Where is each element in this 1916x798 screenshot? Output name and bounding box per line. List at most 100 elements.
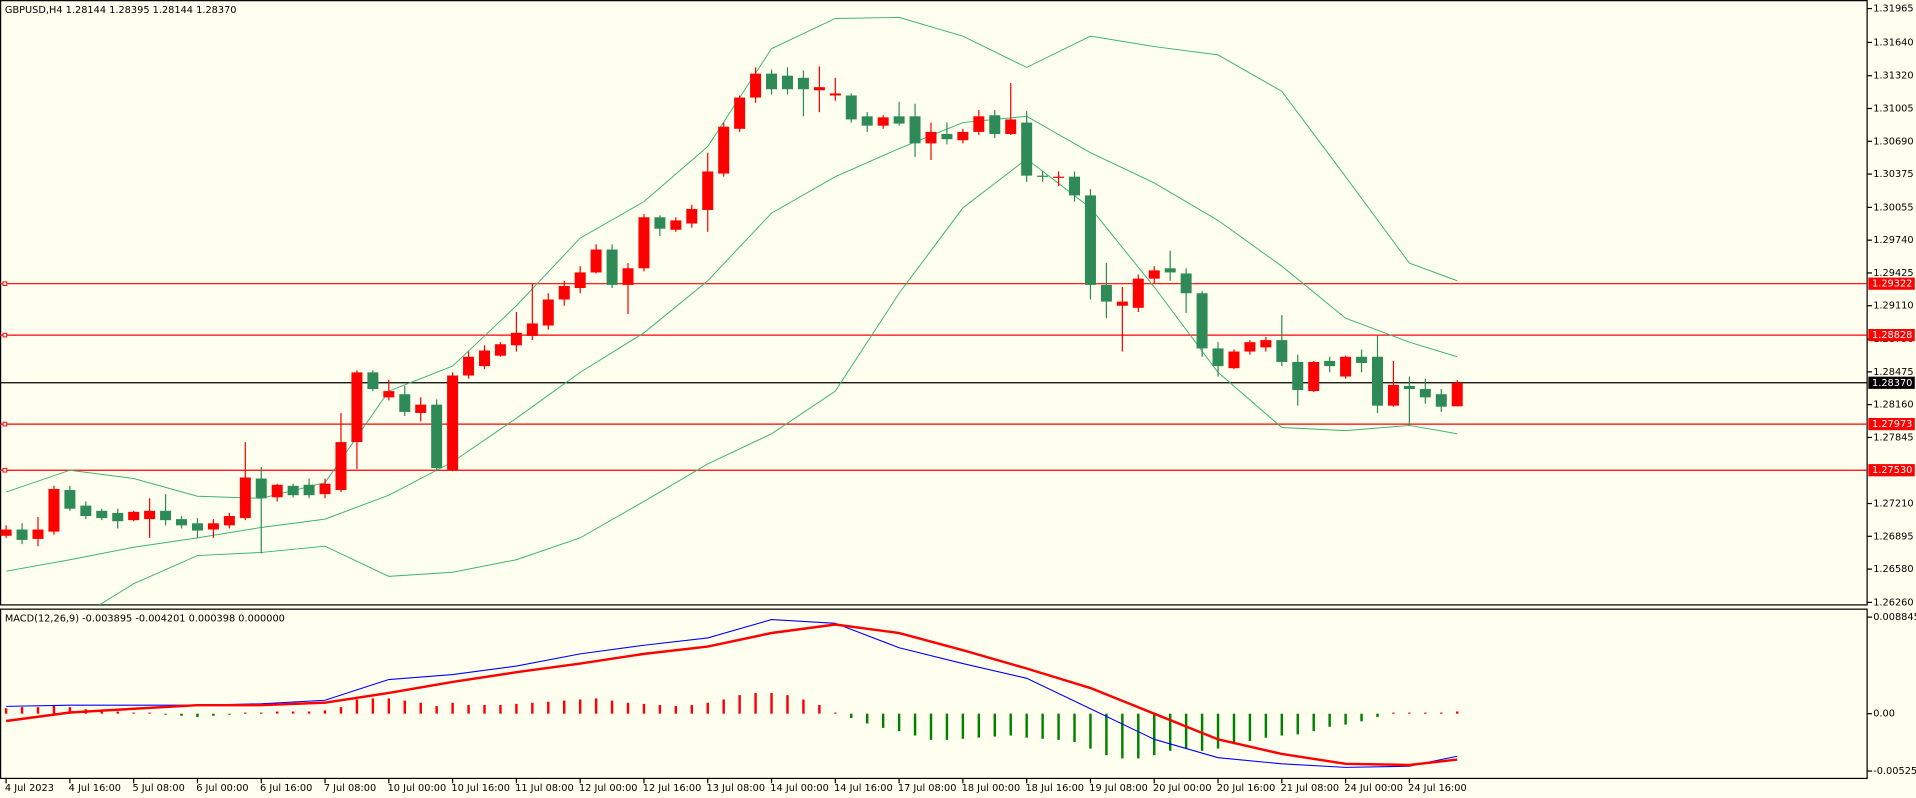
candle-body [1037,175,1049,177]
candle-body [654,217,666,229]
candle-body [813,87,825,91]
x-tick-label: 17 Jul 08:00 [898,783,957,794]
x-tick-label: 14 Jul 00:00 [770,783,829,794]
candle-body [877,117,889,126]
line-anchor [2,421,8,427]
x-tick-label: 10 Jul 16:00 [451,783,510,794]
candle-body [1005,119,1017,134]
candle-body [1340,356,1352,377]
candle-body [973,116,985,132]
candle-body [383,391,395,398]
x-tick-label: 5 Jul 08:00 [132,783,184,794]
candle-body [1435,394,1447,407]
x-tick-label: 10 Jul 00:00 [388,783,447,794]
candle-body [766,73,778,90]
x-tick-label: 13 Jul 08:00 [707,783,766,794]
price-label: 1.27973 [1872,419,1912,430]
price-label-box [1868,277,1915,290]
candle-body [1451,382,1463,407]
x-tick-label: 6 Jul 16:00 [260,783,312,794]
x-tick-label: 19 Jul 08:00 [1089,783,1148,794]
main-panel-border [0,0,1868,606]
candle-body [1244,342,1256,352]
x-tick-label: 24 Jul 16:00 [1408,783,1467,794]
candle-body [160,510,172,521]
candle-body [845,95,857,120]
candle-body [96,510,108,519]
candle-body [1053,176,1065,178]
candle-body [1308,361,1320,392]
x-tick-label: 6 Jul 00:00 [196,783,248,794]
candle-body [1212,348,1224,367]
y-tick-label: 1.29740 [1873,235,1913,246]
x-tick-label: 14 Jul 16:00 [834,783,893,794]
x-tick-label: 7 Jul 08:00 [324,783,376,794]
candle-body [1292,361,1304,391]
y-tick-label: 1.29425 [1873,268,1913,279]
candle-body [239,477,251,519]
candle-body [606,249,618,285]
price-label-box [1868,464,1915,477]
candle-body [64,489,76,509]
candle-body [622,268,634,285]
candle-body [590,249,602,273]
candle-body [925,131,937,144]
candle-body [686,208,698,224]
candle-body [335,442,347,490]
candle-body [510,332,522,346]
price-label: 1.28828 [1872,330,1912,341]
candle-body [1356,356,1368,363]
main-plot [0,16,1868,605]
candle-body [367,372,379,390]
candle-body [431,404,443,469]
candle-body [558,285,570,300]
candle-body [1100,284,1112,302]
candle-body [128,511,140,521]
candle-body [1387,384,1399,406]
candle-body [1180,273,1192,294]
candle-body [670,220,682,230]
candle-body [893,116,905,124]
candle-body [734,97,746,129]
candle-body [574,272,586,289]
y-tick-label: 1.28475 [1873,367,1913,378]
candle-body [861,116,873,126]
candle-body [941,133,953,140]
candle-body [494,344,506,356]
candle-body [319,483,331,495]
candle-body [702,171,714,210]
candle-body [1021,122,1033,176]
y-tick-label: 1.26260 [1873,597,1913,608]
candle-body [957,131,969,141]
x-tick-label: 12 Jul 00:00 [579,783,638,794]
line [98,158,1458,605]
y-tick-label: 1.27845 [1873,432,1913,443]
candle-body [1276,340,1288,362]
candle-body [0,529,12,536]
x-tick-label: 18 Jul 16:00 [1025,783,1084,794]
candle-body [207,523,219,530]
candle-body [1419,389,1431,398]
candle-body [415,404,427,413]
candle-body [1132,278,1144,308]
y-tick-label: 1.29110 [1873,301,1913,312]
candle-body [48,488,60,532]
candle-body [750,73,762,98]
y-tick-label: 1.31005 [1873,103,1913,114]
macd-plot [4,619,1459,768]
chart-title: GBPUSD,H4 1.28144 1.28395 1.28144 1.2837… [5,5,237,16]
candle-body [271,484,283,498]
candle-body [909,116,921,144]
candle-body [32,529,44,539]
line-anchor [2,332,8,338]
candle-body [191,523,203,531]
x-tick-label: 21 Jul 08:00 [1281,783,1340,794]
candle-body [1069,176,1081,196]
y-tick-label: 1.31640 [1873,37,1913,48]
x-tick-label: 18 Jul 00:00 [962,783,1021,794]
x-tick-label: 12 Jul 16:00 [643,783,702,794]
candle-body [1324,360,1336,367]
x-tick-label: 20 Jul 16:00 [1217,783,1276,794]
